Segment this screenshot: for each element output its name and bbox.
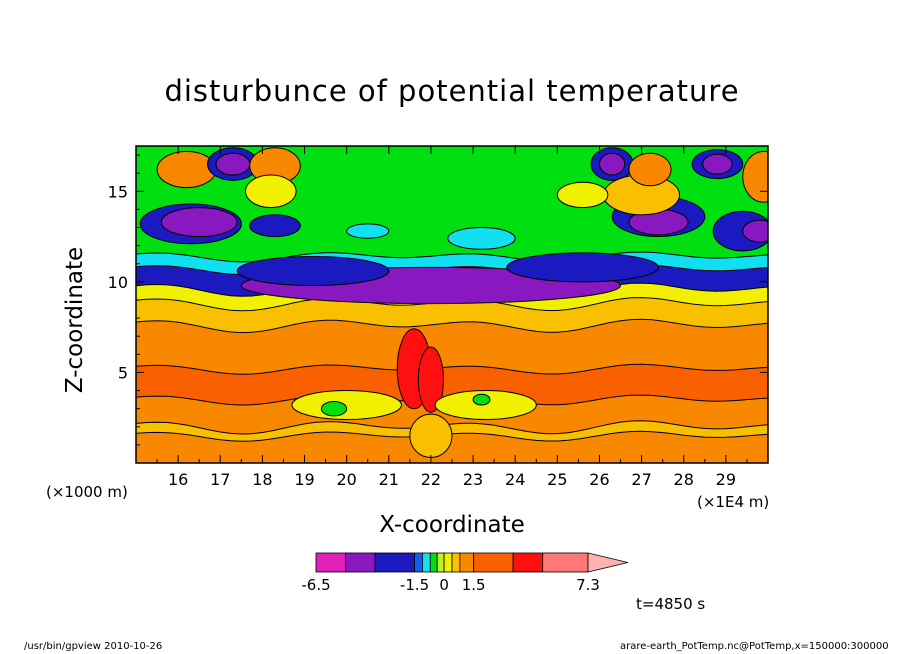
colorbar-tick-label: -6.5 (301, 576, 330, 594)
colorbar-segment (542, 552, 589, 573)
time-label: t=4850 s (636, 595, 706, 613)
x-tick-label: 25 (547, 470, 567, 489)
colorbar-segment (451, 552, 461, 573)
contour-blob-10 (156, 150, 217, 189)
colorbar-segment (436, 552, 445, 573)
x-tick-label: 24 (505, 470, 525, 489)
y-tick-label: 15 (108, 182, 128, 201)
x-tick-label: 17 (210, 470, 230, 489)
x-unit-left: (×1000 m) (46, 483, 128, 501)
contour-blob-27 (291, 390, 403, 420)
colorbar-tick-label: 1.5 (462, 576, 486, 594)
contour-blob-31 (472, 393, 491, 406)
contour-blob-23 (447, 227, 516, 250)
x-axis: 16 17 18 19 20 21 22 23 24 25 26 27 28 29 (156, 146, 748, 489)
contour-blob-14 (244, 174, 297, 209)
contour-blob-28 (434, 390, 537, 420)
footer-source: arare-earth_PotTemp.nc@PotTemp,x=150000:… (620, 641, 889, 652)
contour-blob-8 (742, 219, 768, 243)
y-axis: 5 10 15 (108, 154, 768, 446)
contour-blob-1 (236, 256, 390, 286)
y-tick-label: 10 (108, 273, 128, 292)
colorbar-segment (512, 552, 544, 573)
colorbar-segment (473, 552, 514, 573)
x-tick-label: 26 (589, 470, 609, 489)
contour-blob-18 (628, 152, 672, 187)
x-tick-label: 21 (379, 470, 399, 489)
x-tick-label: 20 (336, 470, 356, 489)
contour-blob-20 (702, 153, 733, 175)
contour-blob-2 (506, 252, 659, 283)
contour-blob-9 (249, 214, 301, 238)
y-axis-label: Z-coordinate (62, 246, 88, 394)
colorbar-extend-arrow (587, 552, 629, 573)
colorbar-segment (345, 552, 376, 573)
contour-blob-24 (346, 223, 390, 239)
x-unit-right: (×1E4 m) (697, 493, 770, 511)
x-tick-label: 27 (631, 470, 651, 489)
x-tick-label: 28 (674, 470, 694, 489)
contour-blob-21 (742, 150, 768, 203)
x-axis-label: X-coordinate (379, 512, 525, 538)
colorbar-tick-label: 7.3 (576, 576, 600, 594)
contour-blob-22 (556, 181, 609, 209)
y-tick-label: 5 (118, 363, 128, 382)
colorbar: -6.5 -1.5 0 1.5 7.3 (301, 552, 629, 594)
colorbar-segment (315, 552, 347, 573)
colorbar-segment (421, 552, 431, 573)
contour-field (136, 146, 768, 463)
colorbar-segment (443, 552, 453, 573)
colorbar-segment (414, 552, 423, 573)
contour-blob-26 (417, 346, 444, 413)
colorbar-segment (429, 552, 438, 573)
bottom-orange-band (136, 430, 768, 463)
contour-blob-29 (409, 413, 453, 458)
colorbar-segment (459, 552, 475, 573)
chart-title: disturbunce of potential temperature (164, 74, 740, 108)
contour-blob-16 (599, 152, 626, 176)
colorbar-tick-label: 0 (439, 576, 449, 594)
colorbar-tick-label: -1.5 (400, 576, 429, 594)
x-tick-label: 23 (463, 470, 483, 489)
x-tick-label: 18 (252, 470, 272, 489)
footer-command: /usr/bin/gpview 2010-10-26 (24, 641, 163, 652)
x-tick-label: 19 (294, 470, 314, 489)
x-tick-label: 22 (421, 470, 441, 489)
contour-blob-12 (215, 152, 251, 176)
contour-blob-4 (160, 207, 238, 238)
x-tick-label: 16 (168, 470, 188, 489)
colorbar-segment (374, 552, 415, 573)
x-tick-label: 29 (716, 470, 736, 489)
contour-blob-30 (320, 401, 348, 417)
